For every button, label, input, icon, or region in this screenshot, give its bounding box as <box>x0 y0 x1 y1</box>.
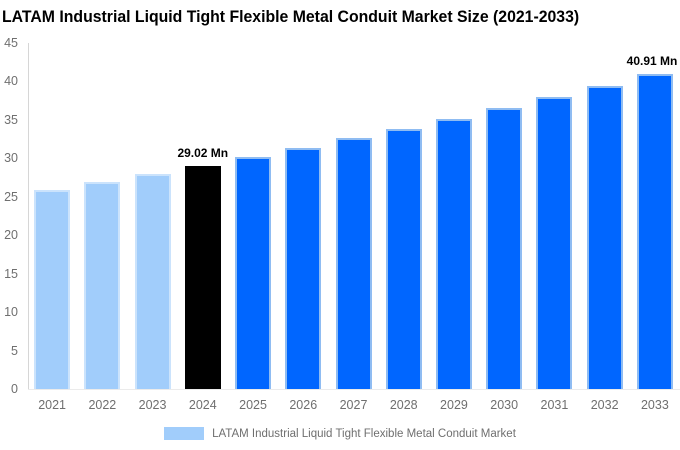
bar-2024 <box>184 165 221 389</box>
x-tick-label-2033: 2033 <box>640 398 669 412</box>
x-tick-label-2021: 2021 <box>38 398 67 412</box>
bar-2025 <box>235 156 272 389</box>
y-tick-label-45: 45 <box>4 35 18 50</box>
y-tick-label-40: 40 <box>4 74 18 88</box>
bar-2022 <box>84 181 121 389</box>
bar-2032 <box>586 85 623 389</box>
y-axis-line <box>28 42 29 389</box>
legend-swatch <box>164 427 205 440</box>
x-tick-label-2022: 2022 <box>88 398 117 412</box>
y-tick-label-25: 25 <box>4 189 18 204</box>
x-tick-label-2031: 2031 <box>540 398 569 412</box>
y-tick-label-0: 0 <box>11 382 18 396</box>
bar-2026 <box>285 147 322 389</box>
x-tick-label-2026: 2026 <box>289 398 318 412</box>
bar-2029 <box>435 118 472 389</box>
chart-title: LATAM Industrial Liquid Tight Flexible M… <box>2 7 580 26</box>
y-tick-label-30: 30 <box>4 151 18 165</box>
bar-2030 <box>486 108 523 389</box>
y-tick-label-10: 10 <box>4 305 18 319</box>
bar-2021 <box>34 189 71 389</box>
x-tick-label-2024: 2024 <box>188 398 217 412</box>
x-tick-label-2028: 2028 <box>389 398 418 412</box>
data-label-2024: 29.02 Mn <box>177 145 229 160</box>
data-label-2033: 40.91 Mn <box>626 53 678 68</box>
legend[interactable]: LATAM Industrial Liquid Tight Flexible M… <box>0 427 680 440</box>
bar-2031 <box>536 97 573 389</box>
bar-2023 <box>134 173 171 389</box>
y-tick-label-35: 35 <box>4 112 18 127</box>
x-tick-label-2023: 2023 <box>138 398 167 412</box>
bar-2028 <box>385 128 422 389</box>
legend-label: LATAM Industrial Liquid Tight Flexible M… <box>212 427 516 440</box>
y-tick-label-15: 15 <box>4 266 18 281</box>
bar-2033 <box>636 73 673 389</box>
y-tick-label-5: 5 <box>11 343 18 358</box>
x-tick-label-2025: 2025 <box>239 398 267 412</box>
x-axis-line <box>28 389 680 390</box>
x-tick-label-2030: 2030 <box>490 398 519 412</box>
y-tick-label-20: 20 <box>4 228 18 242</box>
x-tick-label-2032: 2032 <box>590 398 619 412</box>
x-tick-label-2029: 2029 <box>440 398 468 412</box>
bar-2027 <box>335 138 372 389</box>
x-tick-label-2027: 2027 <box>339 398 368 412</box>
